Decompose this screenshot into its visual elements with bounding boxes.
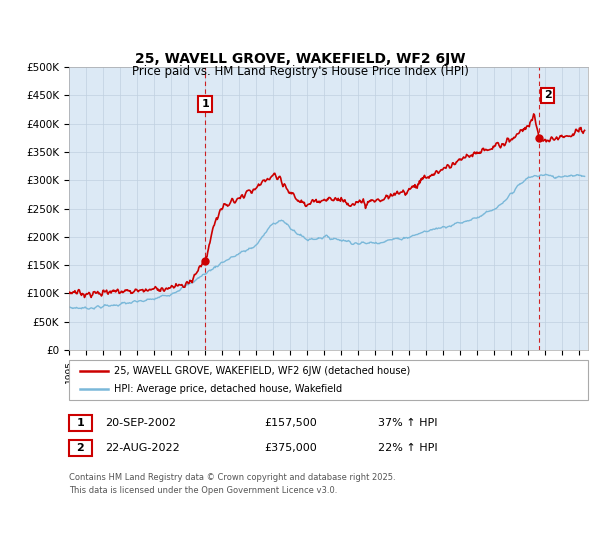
Text: Contains HM Land Registry data © Crown copyright and database right 2025.
This d: Contains HM Land Registry data © Crown c…: [69, 473, 395, 494]
Text: 22-AUG-2022: 22-AUG-2022: [105, 443, 180, 453]
Text: Price paid vs. HM Land Registry's House Price Index (HPI): Price paid vs. HM Land Registry's House …: [131, 65, 469, 78]
Text: £375,000: £375,000: [264, 443, 317, 453]
Text: 25, WAVELL GROVE, WAKEFIELD, WF2 6JW: 25, WAVELL GROVE, WAKEFIELD, WF2 6JW: [135, 52, 465, 66]
Text: 37% ↑ HPI: 37% ↑ HPI: [378, 418, 437, 428]
Text: 20-SEP-2002: 20-SEP-2002: [105, 418, 176, 428]
Text: HPI: Average price, detached house, Wakefield: HPI: Average price, detached house, Wake…: [114, 384, 342, 394]
Text: 1: 1: [77, 418, 84, 428]
Text: 22% ↑ HPI: 22% ↑ HPI: [378, 443, 437, 453]
Text: 2: 2: [544, 91, 552, 100]
Text: 2: 2: [77, 443, 84, 453]
Text: 1: 1: [201, 99, 209, 109]
Text: £157,500: £157,500: [264, 418, 317, 428]
Text: 25, WAVELL GROVE, WAKEFIELD, WF2 6JW (detached house): 25, WAVELL GROVE, WAKEFIELD, WF2 6JW (de…: [114, 366, 410, 376]
